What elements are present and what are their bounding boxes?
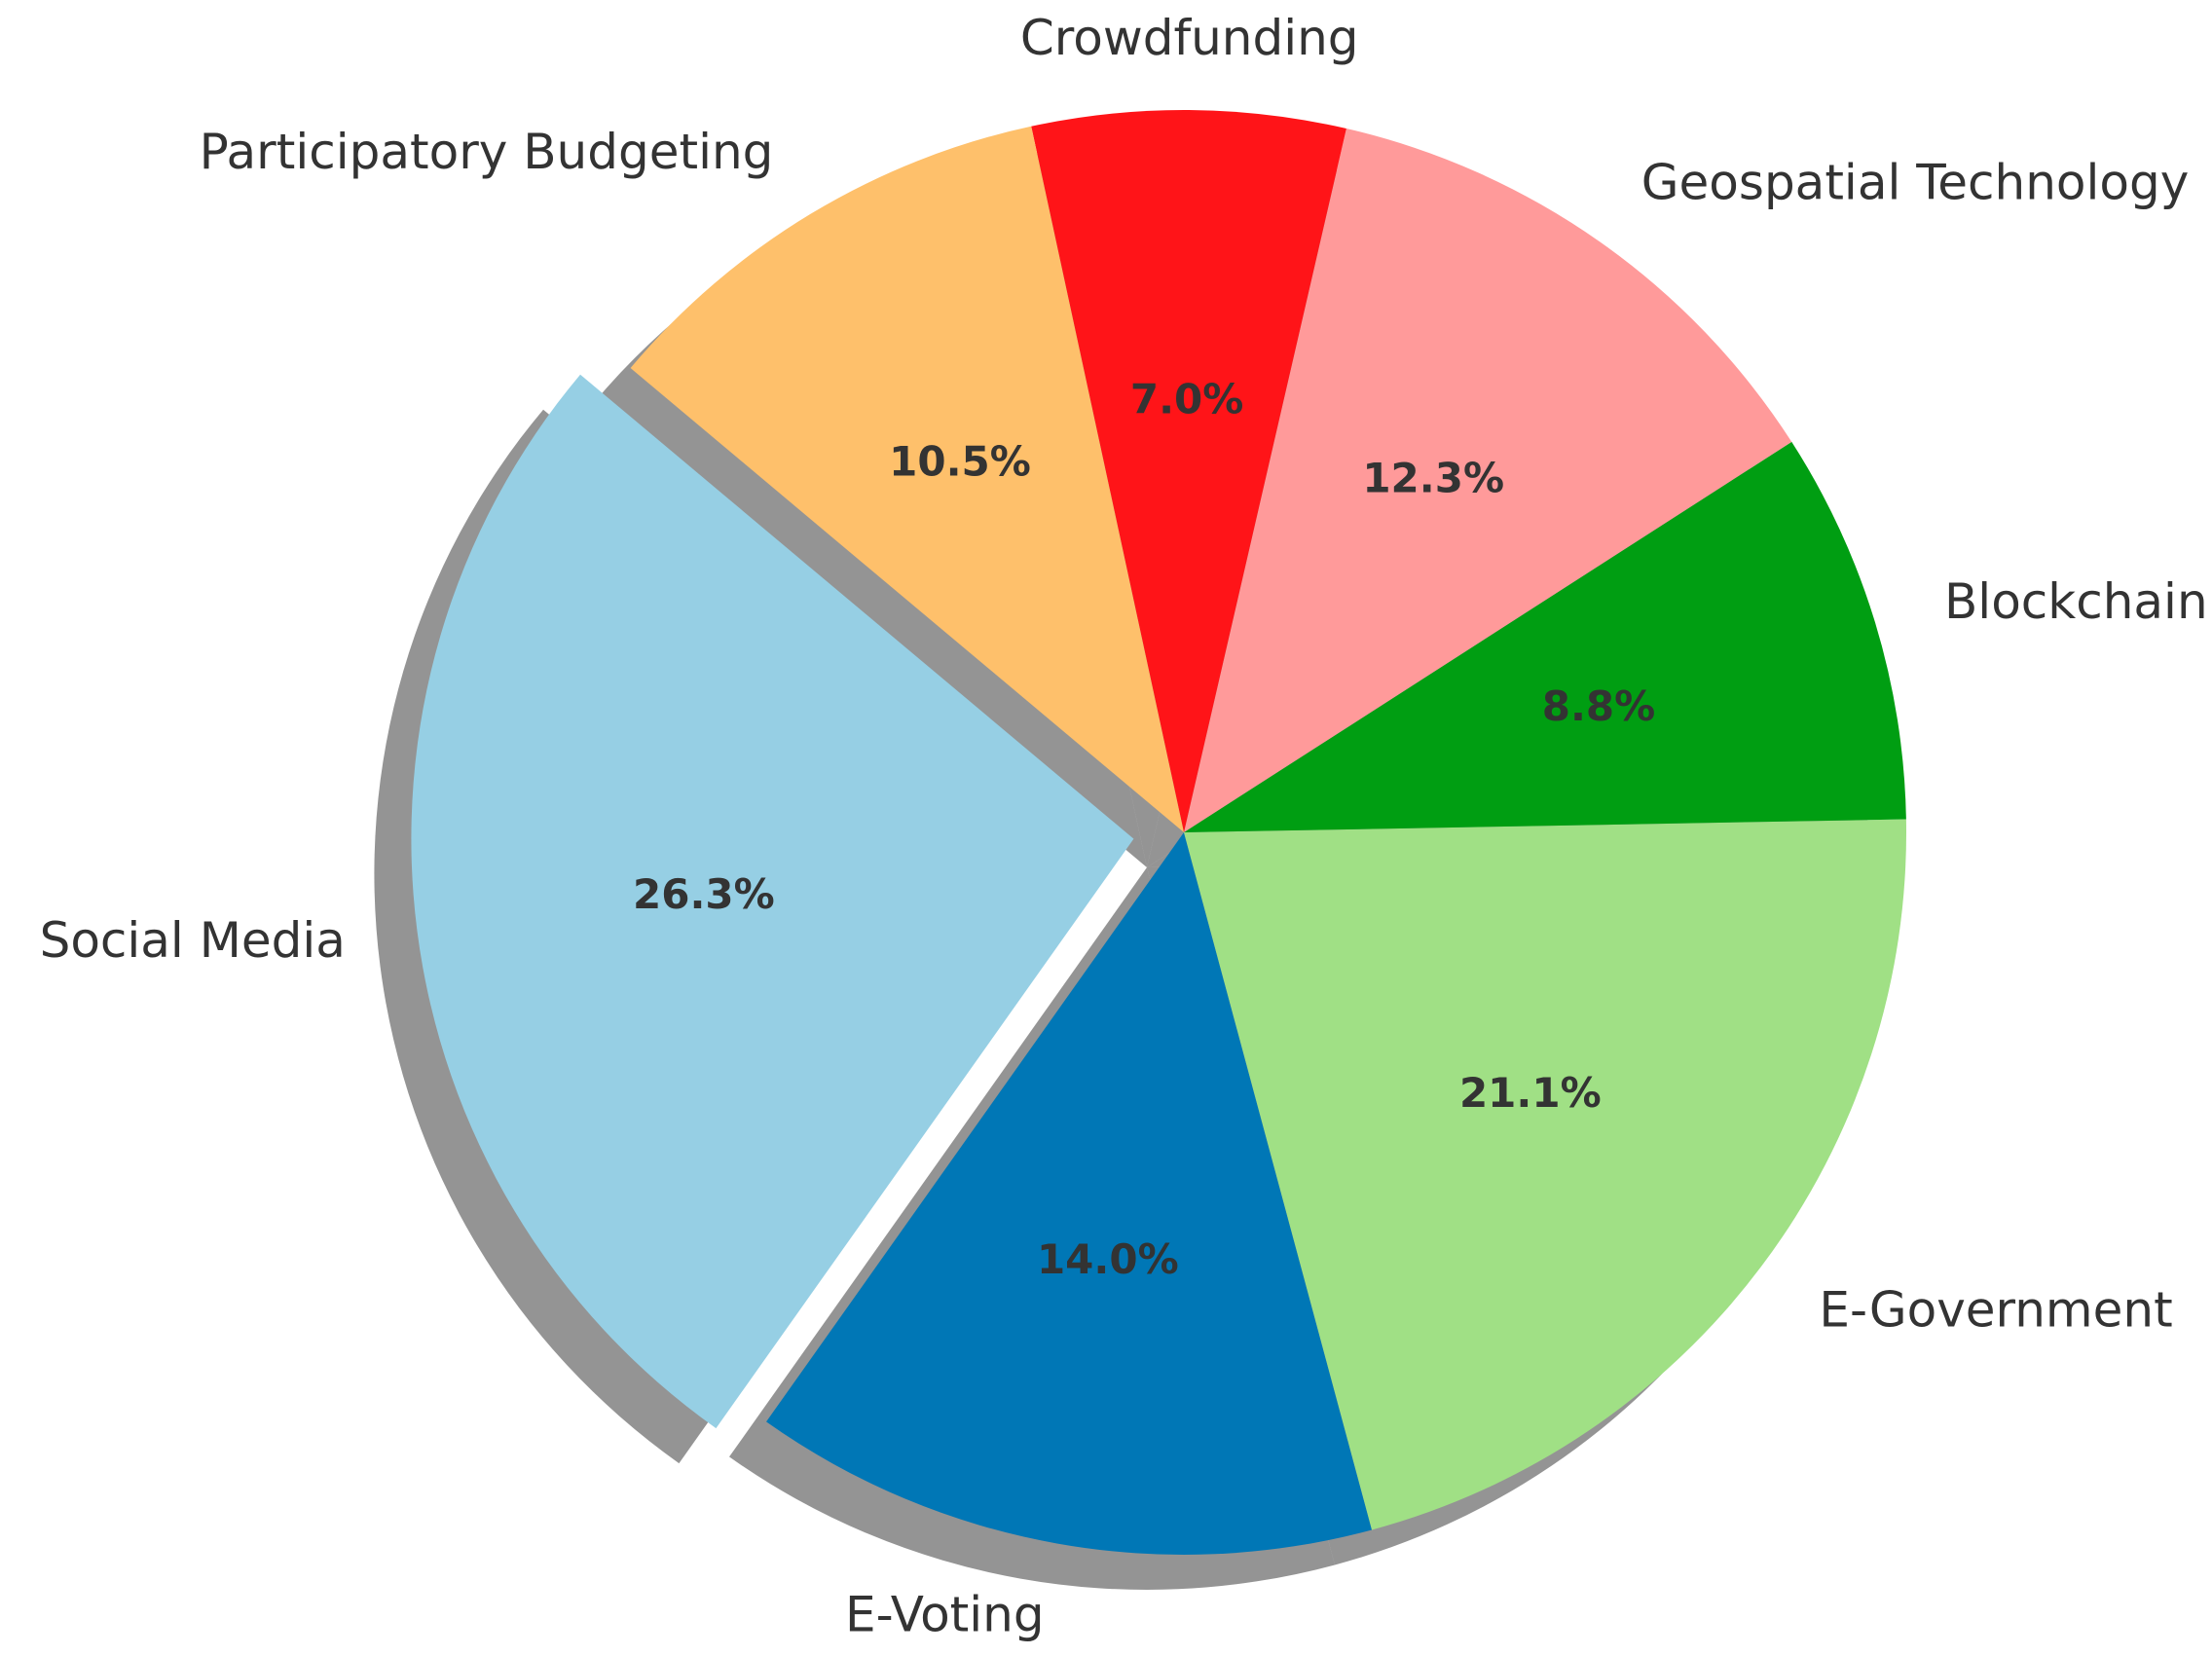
slice-social-media [411,374,1134,1429]
slice-blockchain [1184,441,1906,832]
category-label-e-voting: E-Voting [845,1587,1045,1643]
slice-geospatial-technology [1184,129,1792,832]
pct-label-social-media: 26.3% [633,870,775,918]
pct-label-participatory-budgeting: 10.5% [889,437,1031,485]
category-label-participatory-budgeting: Participatory Budgeting [200,124,774,180]
pct-label-crowdfunding: 7.0% [1130,375,1243,423]
slice-e-voting [766,832,1373,1555]
category-label-crowdfunding: Crowdfunding [1020,10,1359,66]
slice-participatory-budgeting [630,126,1184,832]
category-label-e-government: E-Government [1819,1282,2172,1339]
slice-e-government [1184,819,1907,1530]
category-labels: Social Media E-Voting E-Government Blockcha… [40,10,2208,1643]
category-label-social-media: Social Media [40,912,346,969]
category-label-blockchain: Blockchain [1944,573,2208,630]
pct-label-e-government: 21.1% [1459,1069,1602,1117]
category-label-geospatial-technology: Geospatial Technology [1641,155,2190,211]
slice-crowdfunding [1031,110,1346,833]
pie-slices [411,110,1907,1555]
pct-label-e-voting: 14.0% [1037,1235,1179,1283]
pct-label-geospatial-technology: 12.3% [1362,454,1504,501]
pct-label-blockchain: 8.8% [1542,682,1655,730]
percentage-labels: 26.3% 14.0% 21.1% 8.8% 12.3% 7.0% 10.5% [633,375,1655,1283]
